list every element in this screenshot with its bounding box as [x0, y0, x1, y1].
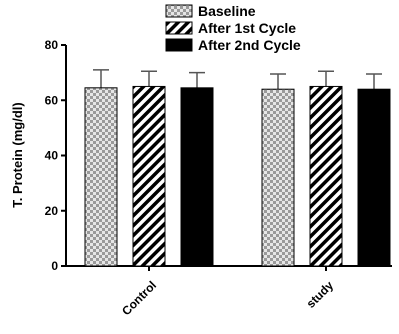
legend-swatch [165, 38, 193, 52]
legend-swatch [165, 4, 193, 18]
bar [180, 87, 214, 267]
bar [132, 85, 166, 267]
legend-label: After 1st Cycle [198, 20, 296, 36]
bar [261, 88, 295, 267]
x-tick-label: Control [119, 278, 159, 318]
bars [84, 69, 391, 267]
y-tick-label: 20 [45, 204, 59, 218]
legend-label: After 2nd Cycle [198, 37, 301, 53]
y-tick-label: 0 [51, 259, 58, 273]
legend-swatch [165, 21, 193, 35]
bar [309, 85, 343, 267]
y-tick-label: 60 [45, 93, 59, 107]
legend-label: Baseline [198, 3, 256, 19]
y-axis-label: T. Protein (mg/dl) [10, 102, 25, 207]
y-tick-label: 40 [45, 149, 59, 163]
y-tick-label: 80 [45, 38, 59, 52]
x-tick-label: study [304, 278, 337, 311]
bar [357, 88, 391, 267]
bar [84, 87, 118, 267]
